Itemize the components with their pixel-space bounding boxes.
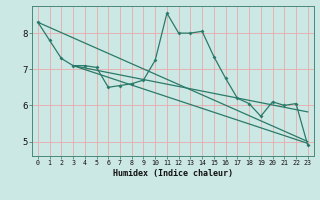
X-axis label: Humidex (Indice chaleur): Humidex (Indice chaleur) [113,169,233,178]
